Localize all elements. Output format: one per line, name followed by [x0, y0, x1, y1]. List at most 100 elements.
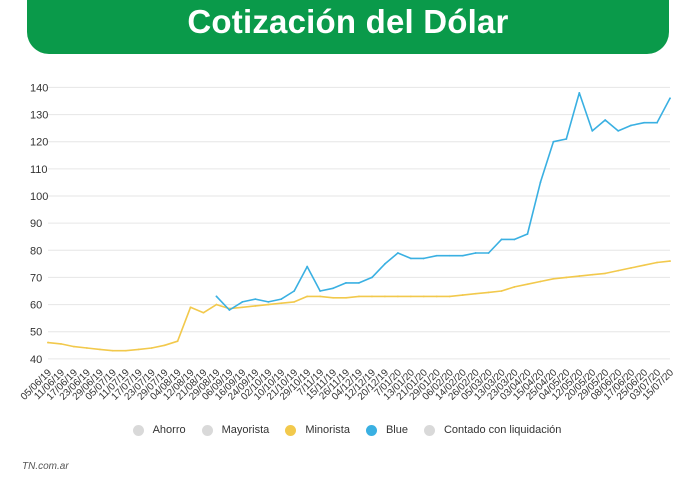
y-tick-label: 50 — [30, 327, 42, 339]
point-blue — [591, 129, 594, 132]
point-blue — [461, 254, 464, 257]
point-minorista — [73, 345, 75, 348]
legend-item-minorista[interactable]: Minorista — [285, 424, 350, 436]
point-minorista — [604, 272, 607, 275]
legend-label: Mayorista — [221, 424, 270, 436]
point-minorista — [578, 275, 581, 277]
point-blue — [617, 129, 620, 132]
point-minorista — [124, 349, 127, 352]
point-minorista — [435, 295, 438, 298]
y-tick-label: 70 — [30, 272, 42, 284]
point-blue — [371, 276, 373, 279]
y-tick-label: 130 — [30, 110, 48, 122]
point-minorista — [539, 280, 542, 283]
legend-item-mayorista[interactable]: Mayorista — [201, 424, 270, 436]
point-minorista — [306, 295, 309, 298]
point-minorista — [384, 295, 386, 298]
point-blue — [306, 265, 309, 268]
point-blue — [656, 121, 658, 124]
y-tick-label: 40 — [30, 354, 42, 366]
point-blue — [332, 287, 334, 290]
point-blue — [500, 238, 503, 241]
point-blue — [474, 252, 477, 254]
point-minorista — [215, 303, 218, 306]
series-line-minorista — [47, 260, 671, 352]
point-blue — [345, 281, 347, 284]
page-title: Cotización del Dólar — [187, 3, 509, 40]
point-minorista — [111, 349, 114, 352]
title-banner: Cotización del Dólar — [27, 0, 669, 54]
point-blue — [215, 295, 218, 298]
point-minorista — [617, 269, 620, 272]
point-minorista — [163, 344, 166, 347]
y-tick-label: 90 — [30, 218, 42, 230]
point-minorista — [267, 303, 270, 306]
point-minorista — [474, 292, 477, 295]
point-blue — [293, 290, 296, 292]
point-minorista — [396, 295, 399, 298]
point-minorista — [448, 295, 451, 298]
legend-label: Contado con liquidación — [443, 424, 562, 436]
series-line-blue — [215, 92, 671, 311]
point-minorista — [137, 348, 140, 351]
legend-item-ahorro[interactable]: Ahorro — [132, 424, 186, 436]
point-minorista — [47, 341, 49, 344]
y-tick-label: 110 — [30, 164, 48, 176]
point-minorista — [358, 295, 360, 298]
point-minorista — [176, 340, 179, 343]
point-minorista — [150, 347, 153, 349]
point-blue — [319, 290, 322, 292]
legend-item-blue[interactable]: Blue — [365, 424, 408, 436]
legend-swatch — [201, 424, 213, 436]
point-minorista — [319, 295, 322, 298]
legend-label: Minorista — [305, 424, 350, 436]
point-blue — [565, 138, 568, 140]
legend-item-contado-con-liquidaci-n[interactable]: Contado con liquidación — [423, 424, 562, 436]
y-tick-label: 80 — [30, 245, 42, 257]
point-blue — [643, 121, 645, 124]
point-minorista — [254, 305, 257, 307]
point-blue — [487, 252, 490, 254]
point-minorista — [371, 295, 373, 298]
source-credit: TN.com.ar — [22, 461, 69, 472]
point-blue — [578, 91, 581, 94]
legend-label: Ahorro — [152, 424, 186, 436]
point-blue — [267, 300, 270, 303]
legend: Ahorro Mayorista Minorista Blue Contado con … — [0, 421, 694, 439]
point-minorista — [526, 283, 529, 286]
point-blue — [241, 300, 244, 303]
legend-swatch — [285, 424, 297, 436]
legend-label: Blue — [385, 424, 408, 436]
point-blue — [384, 262, 386, 265]
point-blue — [358, 281, 360, 284]
point-minorista — [513, 286, 516, 288]
point-minorista — [189, 306, 192, 309]
point-minorista — [500, 290, 503, 292]
y-tick-label: 100 — [30, 191, 48, 203]
legend-swatch — [423, 424, 435, 436]
point-minorista — [98, 348, 101, 351]
point-minorista — [461, 294, 464, 296]
point-blue — [552, 140, 555, 143]
point-blue — [669, 97, 671, 100]
point-minorista — [241, 306, 244, 309]
point-blue — [409, 257, 412, 260]
point-blue — [448, 254, 451, 257]
y-tick-label: 60 — [30, 300, 42, 312]
point-minorista — [669, 260, 671, 263]
point-blue — [228, 309, 231, 311]
y-tick-label: 140 — [30, 82, 48, 94]
point-blue — [604, 119, 607, 121]
point-minorista — [332, 296, 334, 299]
point-minorista — [85, 347, 88, 349]
point-blue — [280, 298, 283, 301]
point-minorista — [487, 291, 490, 294]
point-blue — [435, 254, 438, 257]
point-blue — [630, 124, 633, 127]
point-minorista — [630, 267, 633, 269]
point-minorista — [280, 302, 283, 305]
legend-swatch — [132, 424, 144, 436]
point-blue — [539, 181, 542, 184]
point-blue — [526, 233, 529, 235]
point-minorista — [591, 273, 594, 276]
